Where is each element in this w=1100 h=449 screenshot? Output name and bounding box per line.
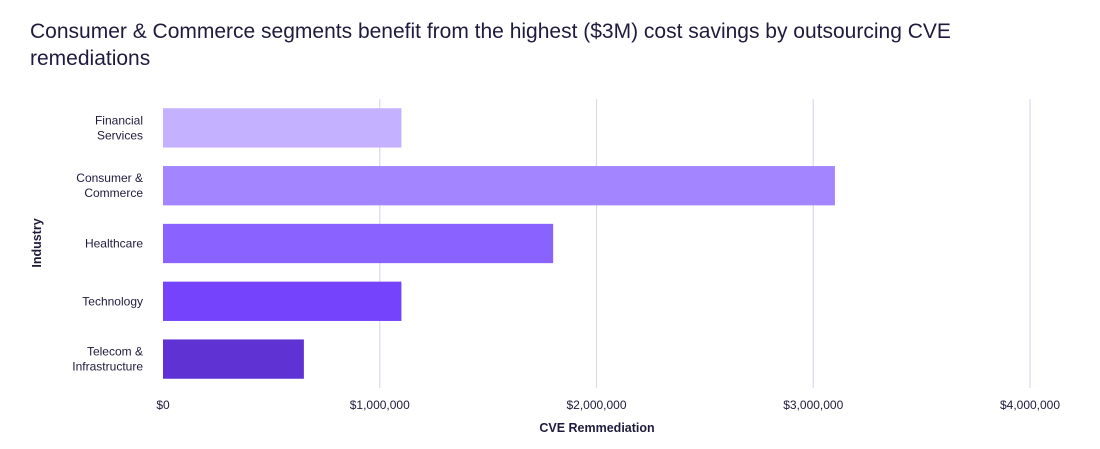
y-tick-label: Telecom & [87,345,143,359]
bar [163,166,835,206]
bar [163,281,402,321]
y-tick-label: Services [97,128,143,142]
x-tick-label: $0 [156,398,170,412]
y-tick-label: Financial [95,113,143,127]
x-axis-label: CVE Remmediation [539,421,654,435]
y-tick-label: Consumer & [76,171,143,185]
x-tick-labels: $0 $1,000,000 $2,000,000 $3,000,000 $4,000,0… [156,398,1060,412]
x-tick-label: $3,000,000 [783,398,843,412]
x-tick-label: $1,000,000 [350,398,410,412]
bars [163,108,835,379]
chart-title: Consumer & Commerce segments benefit fro… [30,20,951,70]
bar [163,223,554,264]
y-tick-label: Commerce [84,186,143,200]
x-tick-label: $4,000,000 [1000,398,1060,412]
y-axis-label: Industry [30,218,44,267]
bar [163,339,304,379]
x-tick-label: $2,000,000 [566,398,626,412]
y-tick-label: Infrastructure [72,360,143,374]
y-tick-label: Healthcare [85,237,143,251]
y-tick-label: Technology [82,294,143,308]
bar [163,108,402,148]
